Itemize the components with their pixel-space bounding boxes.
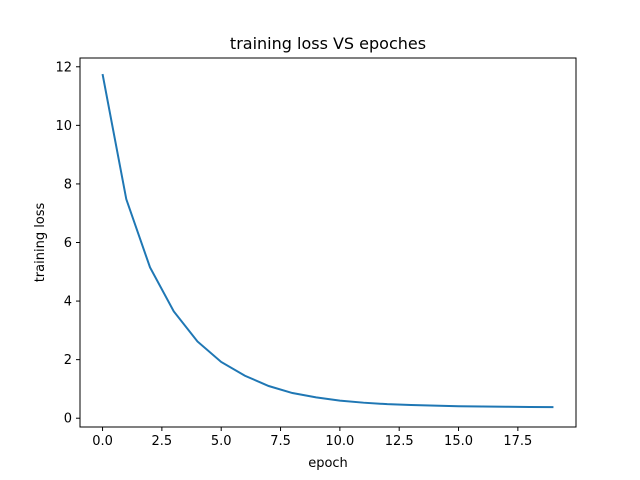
y-axis-label: training loss (33, 202, 48, 282)
x-tick-label: 10.0 (325, 434, 354, 449)
x-tick-label: 5.0 (211, 434, 232, 449)
x-axis-label: epoch (308, 456, 348, 471)
y-tick-label: 10 (55, 119, 72, 134)
x-tick-label: 12.5 (385, 434, 414, 449)
y-tick-label: 4 (64, 295, 72, 310)
y-tick-label: 6 (64, 236, 72, 251)
plot-frame (79, 57, 577, 428)
y-tick-label: 2 (64, 353, 72, 368)
training-loss-line (101, 73, 554, 409)
x-tick-label: 2.5 (152, 434, 173, 449)
y-tick-label: 12 (55, 60, 72, 75)
x-tick-label: 17.5 (503, 434, 532, 449)
x-axis: 0.0 2.5 5.0 7.5 10.0 12.5 15.0 17.5 (92, 427, 532, 449)
y-axis: 0 2 4 6 8 10 12 (55, 60, 80, 427)
y-tick-label: 8 (64, 177, 72, 192)
y-tick-label: 0 (64, 412, 72, 427)
x-tick-label: 7.5 (270, 434, 291, 449)
chart-title: training loss VS epoches (230, 34, 426, 53)
x-tick-label: 0.0 (92, 434, 113, 449)
x-tick-label: 15.0 (444, 434, 473, 449)
